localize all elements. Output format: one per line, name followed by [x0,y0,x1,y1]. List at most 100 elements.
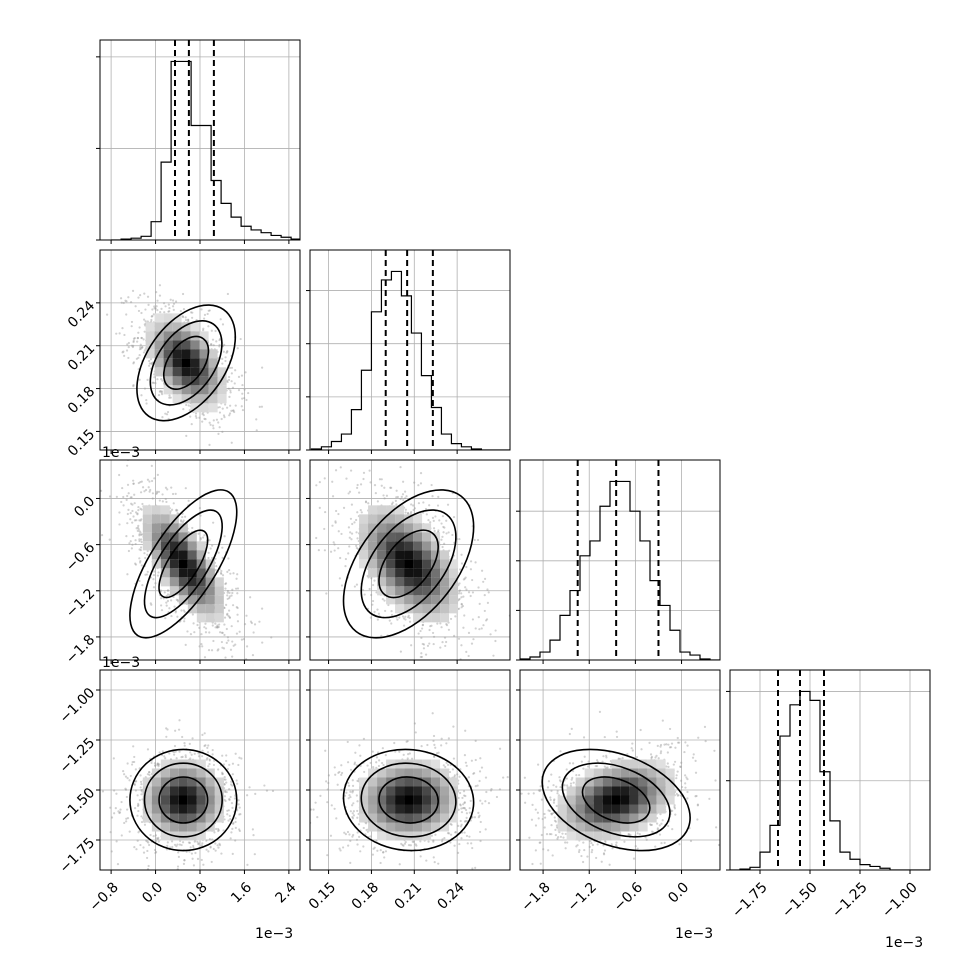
sample-point [385,494,389,497]
density-cell [160,804,170,814]
sample-point [181,292,185,296]
sample-point [217,432,220,435]
sample-point [184,318,188,322]
sample-point [428,504,431,507]
sample-point [156,299,159,302]
sample-point [223,783,226,786]
sample-point [143,387,147,390]
density-cell [178,577,188,587]
sample-point [207,309,210,312]
scatter-panel-3-1 [99,459,301,661]
sample-point [246,863,249,866]
sample-point [462,595,465,598]
sample-point [154,307,157,310]
sample-point [383,497,386,500]
sample-point [489,633,492,636]
sample-point [463,577,466,580]
density-cell [395,586,405,596]
density-cell [178,523,188,533]
sample-point [137,809,140,813]
sample-point [445,519,448,522]
density-cell [359,550,369,560]
sample-point [126,343,129,346]
sample-point [334,469,338,472]
density-cell [386,532,396,542]
sample-point [153,848,157,852]
sample-point [333,543,336,546]
sample-point [217,625,220,629]
sample-point [167,310,170,313]
sample-point [355,794,358,797]
sample-point [139,786,142,789]
sample-point [228,414,231,417]
density-cell [145,322,155,332]
sample-point [230,801,234,805]
sample-point [209,547,212,550]
density-cell [440,595,450,605]
sample-point [217,768,220,771]
sample-point [253,853,256,856]
sample-point [171,299,175,302]
sample-point [118,811,122,814]
sample-point [122,495,125,499]
sample-point [230,780,233,783]
sample-point [245,645,249,648]
sample-point [187,318,190,322]
sample-point [159,311,162,314]
contour-line [360,509,457,619]
sample-point [405,495,408,498]
histogram-line [310,270,510,450]
density-cell [422,559,432,569]
sample-point [465,650,468,653]
sample-point [362,477,365,481]
sample-point [140,336,143,340]
sample-point [181,515,184,519]
density-cell [395,532,405,542]
sample-point [203,744,206,748]
sample-point [224,582,228,585]
density-cell [199,349,209,359]
sample-point [161,493,164,496]
density-cell [440,559,450,569]
sample-point [371,603,374,606]
sample-point [235,587,238,590]
panel-frame [729,669,931,871]
sample-point [224,356,227,359]
sample-point [179,309,182,313]
sample-point [137,802,140,805]
sample-point [339,466,342,469]
sample-point [208,631,211,634]
sample-point [216,624,219,627]
sample-point [140,788,143,792]
sample-point [398,616,401,619]
sample-point [324,510,327,514]
sample-point [231,640,234,643]
sample-point [146,748,150,751]
sample-point [222,350,225,353]
sample-point [355,583,359,586]
sample-point [473,538,476,542]
sample-point [209,343,213,346]
sample-point [218,843,222,847]
density-cell [208,403,218,413]
sample-point [424,507,428,511]
sample-point [138,353,141,357]
sample-point [228,591,231,594]
sample-point [404,615,407,618]
density-cell [190,367,200,377]
sample-point [431,516,435,519]
sample-point [146,849,149,853]
sample-point [212,419,215,422]
sample-point [187,320,190,323]
sample-point [236,606,239,610]
sample-point [226,350,229,353]
sample-point [255,418,258,421]
sample-point [417,484,420,487]
contour-line [129,489,238,639]
sample-point [180,609,183,612]
density-cell [404,595,414,605]
sample-point [216,649,219,652]
sample-point [146,378,149,381]
sample-point [214,557,217,560]
sample-point [225,781,228,784]
